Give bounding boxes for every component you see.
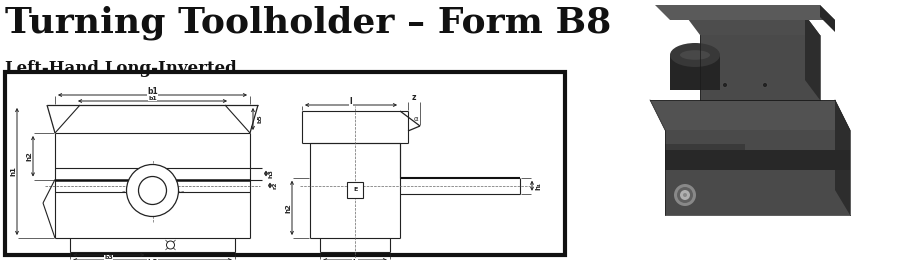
Text: h2: h2 [285, 203, 291, 213]
Polygon shape [835, 100, 850, 215]
Bar [5, 72, 565, 255]
Text: E: E [353, 187, 357, 192]
Circle shape [763, 82, 767, 88]
Text: h2: h2 [26, 151, 32, 161]
Circle shape [166, 241, 175, 249]
Text: h1: h1 [10, 167, 16, 177]
Text: r2: r2 [273, 182, 278, 189]
Text: l₁: l₁ [352, 258, 358, 260]
Text: Turning Toolholder – Form B8: Turning Toolholder – Form B8 [5, 5, 611, 40]
Bar [665, 150, 850, 170]
Polygon shape [685, 15, 820, 35]
Text: h3: h3 [268, 169, 274, 178]
Polygon shape [700, 35, 820, 100]
Text: b3: b3 [105, 255, 113, 260]
Ellipse shape [680, 50, 710, 60]
Text: b1: b1 [148, 96, 157, 101]
Text: α: α [414, 116, 418, 122]
Polygon shape [655, 5, 835, 20]
Bar [665, 144, 745, 150]
Polygon shape [665, 130, 850, 215]
Text: z: z [412, 94, 416, 102]
Polygon shape [650, 100, 850, 130]
Text: b5: b5 [257, 115, 263, 123]
Circle shape [674, 184, 696, 206]
Circle shape [139, 177, 166, 205]
Text: h₁: h₁ [535, 182, 541, 190]
Bar [347, 182, 363, 198]
Text: b2: b2 [147, 258, 158, 260]
Circle shape [683, 193, 687, 197]
Polygon shape [820, 5, 835, 32]
Text: b1: b1 [147, 88, 158, 96]
Circle shape [677, 187, 693, 203]
Text: l: l [350, 98, 352, 107]
Polygon shape [805, 15, 820, 100]
Circle shape [127, 165, 178, 217]
Circle shape [722, 82, 728, 88]
Ellipse shape [670, 43, 720, 67]
Bar [572, 0, 919, 260]
Circle shape [680, 190, 690, 200]
Bar [670, 55, 720, 90]
Text: Left-Hand Long-Inverted: Left-Hand Long-Inverted [5, 60, 237, 77]
